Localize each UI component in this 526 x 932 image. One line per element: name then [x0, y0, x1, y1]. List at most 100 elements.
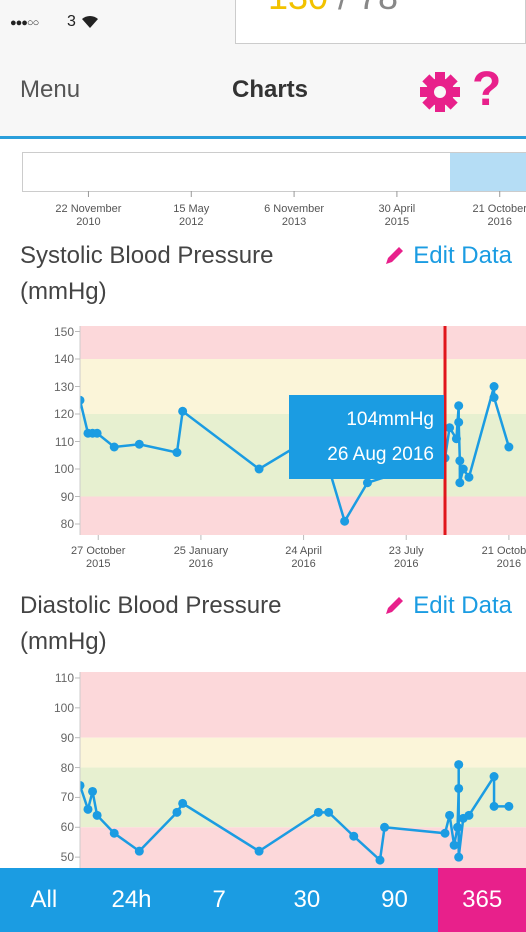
data-point — [375, 855, 385, 865]
edit-data-button[interactable]: Edit Data — [383, 588, 512, 624]
data-point — [504, 801, 514, 811]
edit-data-button[interactable]: Edit Data — [383, 238, 512, 274]
range-tab[interactable]: 24h — [111, 886, 152, 913]
data-point — [449, 840, 459, 850]
y-tick-label: 140 — [53, 352, 74, 366]
range-tab[interactable]: 90 — [381, 886, 408, 913]
y-tick-label: 50 — [60, 850, 74, 865]
y-tick-label: 80 — [60, 760, 74, 775]
y-tick-label: 110 — [54, 670, 74, 685]
overview-tick-label: 6 November 2013 — [264, 203, 325, 228]
data-line — [80, 764, 509, 863]
data-point — [324, 807, 334, 817]
data-point — [88, 786, 98, 796]
range-tab[interactable]: 365 — [438, 868, 526, 932]
data-point — [134, 846, 144, 856]
y-tick-label: 130 — [53, 379, 74, 394]
y-tick-label: 110 — [54, 434, 74, 449]
data-point — [380, 822, 390, 832]
y-tick-label: 80 — [60, 517, 74, 531]
data-point — [455, 478, 465, 488]
x-tick-label: 24 April 2016 — [285, 545, 322, 570]
data-point — [454, 852, 464, 862]
plot-area — [80, 672, 526, 887]
y-tick-label: 60 — [60, 820, 74, 835]
data-point — [80, 395, 85, 405]
chart-title: Diastolic Blood Pressure (mmHg) — [20, 592, 282, 655]
settings-icon[interactable] — [418, 70, 462, 114]
y-tick-label: 90 — [60, 730, 74, 745]
y-tick-label: 90 — [60, 489, 74, 504]
popup-systolic: 130 — [268, 0, 328, 18]
data-point — [254, 464, 264, 474]
range-tabs: All 24h 7 30 90 365 — [0, 868, 526, 932]
menu-button[interactable]: Menu — [20, 76, 81, 103]
data-point — [134, 439, 144, 449]
popup-diastolic: / 78 — [338, 0, 398, 18]
data-point — [440, 828, 450, 838]
data-point — [80, 780, 85, 790]
data-point — [109, 828, 119, 838]
overview-tick-label: 22 November 2010 — [55, 203, 122, 228]
data-point — [349, 831, 359, 841]
range-tab[interactable]: 30 — [293, 886, 321, 913]
x-tick-label: 21 October 2016 — [481, 545, 526, 570]
reading-popup — [235, 0, 526, 44]
pencil-icon — [386, 247, 404, 264]
edit-data-label[interactable]: Edit Data — [413, 242, 512, 269]
overview-selection[interactable] — [450, 153, 526, 191]
data-point — [445, 810, 455, 820]
signal-dots: ●●●○○ — [10, 17, 39, 29]
x-tick-label: 25 January 2016 — [173, 545, 229, 570]
overview-tick-label: 21 October 2016 — [472, 203, 526, 228]
data-point — [178, 798, 188, 808]
y-tick-label: 150 — [53, 324, 74, 339]
overview-tick-label: 30 April 2015 — [378, 203, 416, 228]
tooltip-date: 26 Aug 2016 — [327, 444, 434, 465]
data-point — [172, 807, 182, 817]
data-point — [489, 772, 499, 782]
range-band — [80, 672, 526, 738]
data-point — [489, 393, 499, 402]
help-button[interactable]: ? — [472, 63, 502, 116]
data-point — [313, 807, 323, 817]
data-point — [464, 472, 474, 482]
data-point — [172, 448, 182, 457]
wifi-icon — [82, 15, 98, 28]
data-point — [445, 423, 455, 433]
chart-title: Systolic Blood Pressure (mmHg) — [20, 242, 274, 305]
y-tick-label: 120 — [53, 407, 74, 421]
data-point — [454, 401, 464, 411]
data-point — [454, 417, 464, 427]
x-tick-label: 23 July 2016 — [388, 545, 424, 570]
data-point — [451, 434, 461, 444]
data-point — [92, 428, 102, 438]
range-tab[interactable]: 7 — [212, 886, 226, 913]
data-point — [455, 456, 465, 466]
data-point — [92, 810, 102, 820]
data-point — [504, 442, 514, 452]
data-point — [489, 801, 499, 811]
data-point — [454, 783, 464, 793]
range-tab[interactable]: All — [30, 886, 58, 913]
y-tick-label: 70 — [60, 790, 74, 805]
data-point — [489, 382, 499, 391]
y-tick-label: 100 — [53, 700, 74, 715]
range-band — [80, 496, 526, 535]
pencil-icon — [386, 597, 404, 614]
edit-data-label[interactable]: Edit Data — [413, 592, 512, 619]
data-point — [453, 822, 463, 832]
y-tick-label: 100 — [53, 462, 74, 476]
overview-strip[interactable] — [22, 152, 526, 192]
data-point — [83, 804, 93, 814]
range-band — [80, 737, 526, 768]
nav-title: Charts — [231, 76, 309, 103]
range-band — [80, 326, 526, 359]
data-point — [178, 406, 188, 416]
data-point — [464, 810, 474, 820]
tooltip: 104mmHg 26 Aug 2016 — [289, 395, 444, 479]
data-point — [254, 846, 264, 856]
data-point — [340, 516, 350, 526]
carrier: 3 — [67, 13, 76, 30]
